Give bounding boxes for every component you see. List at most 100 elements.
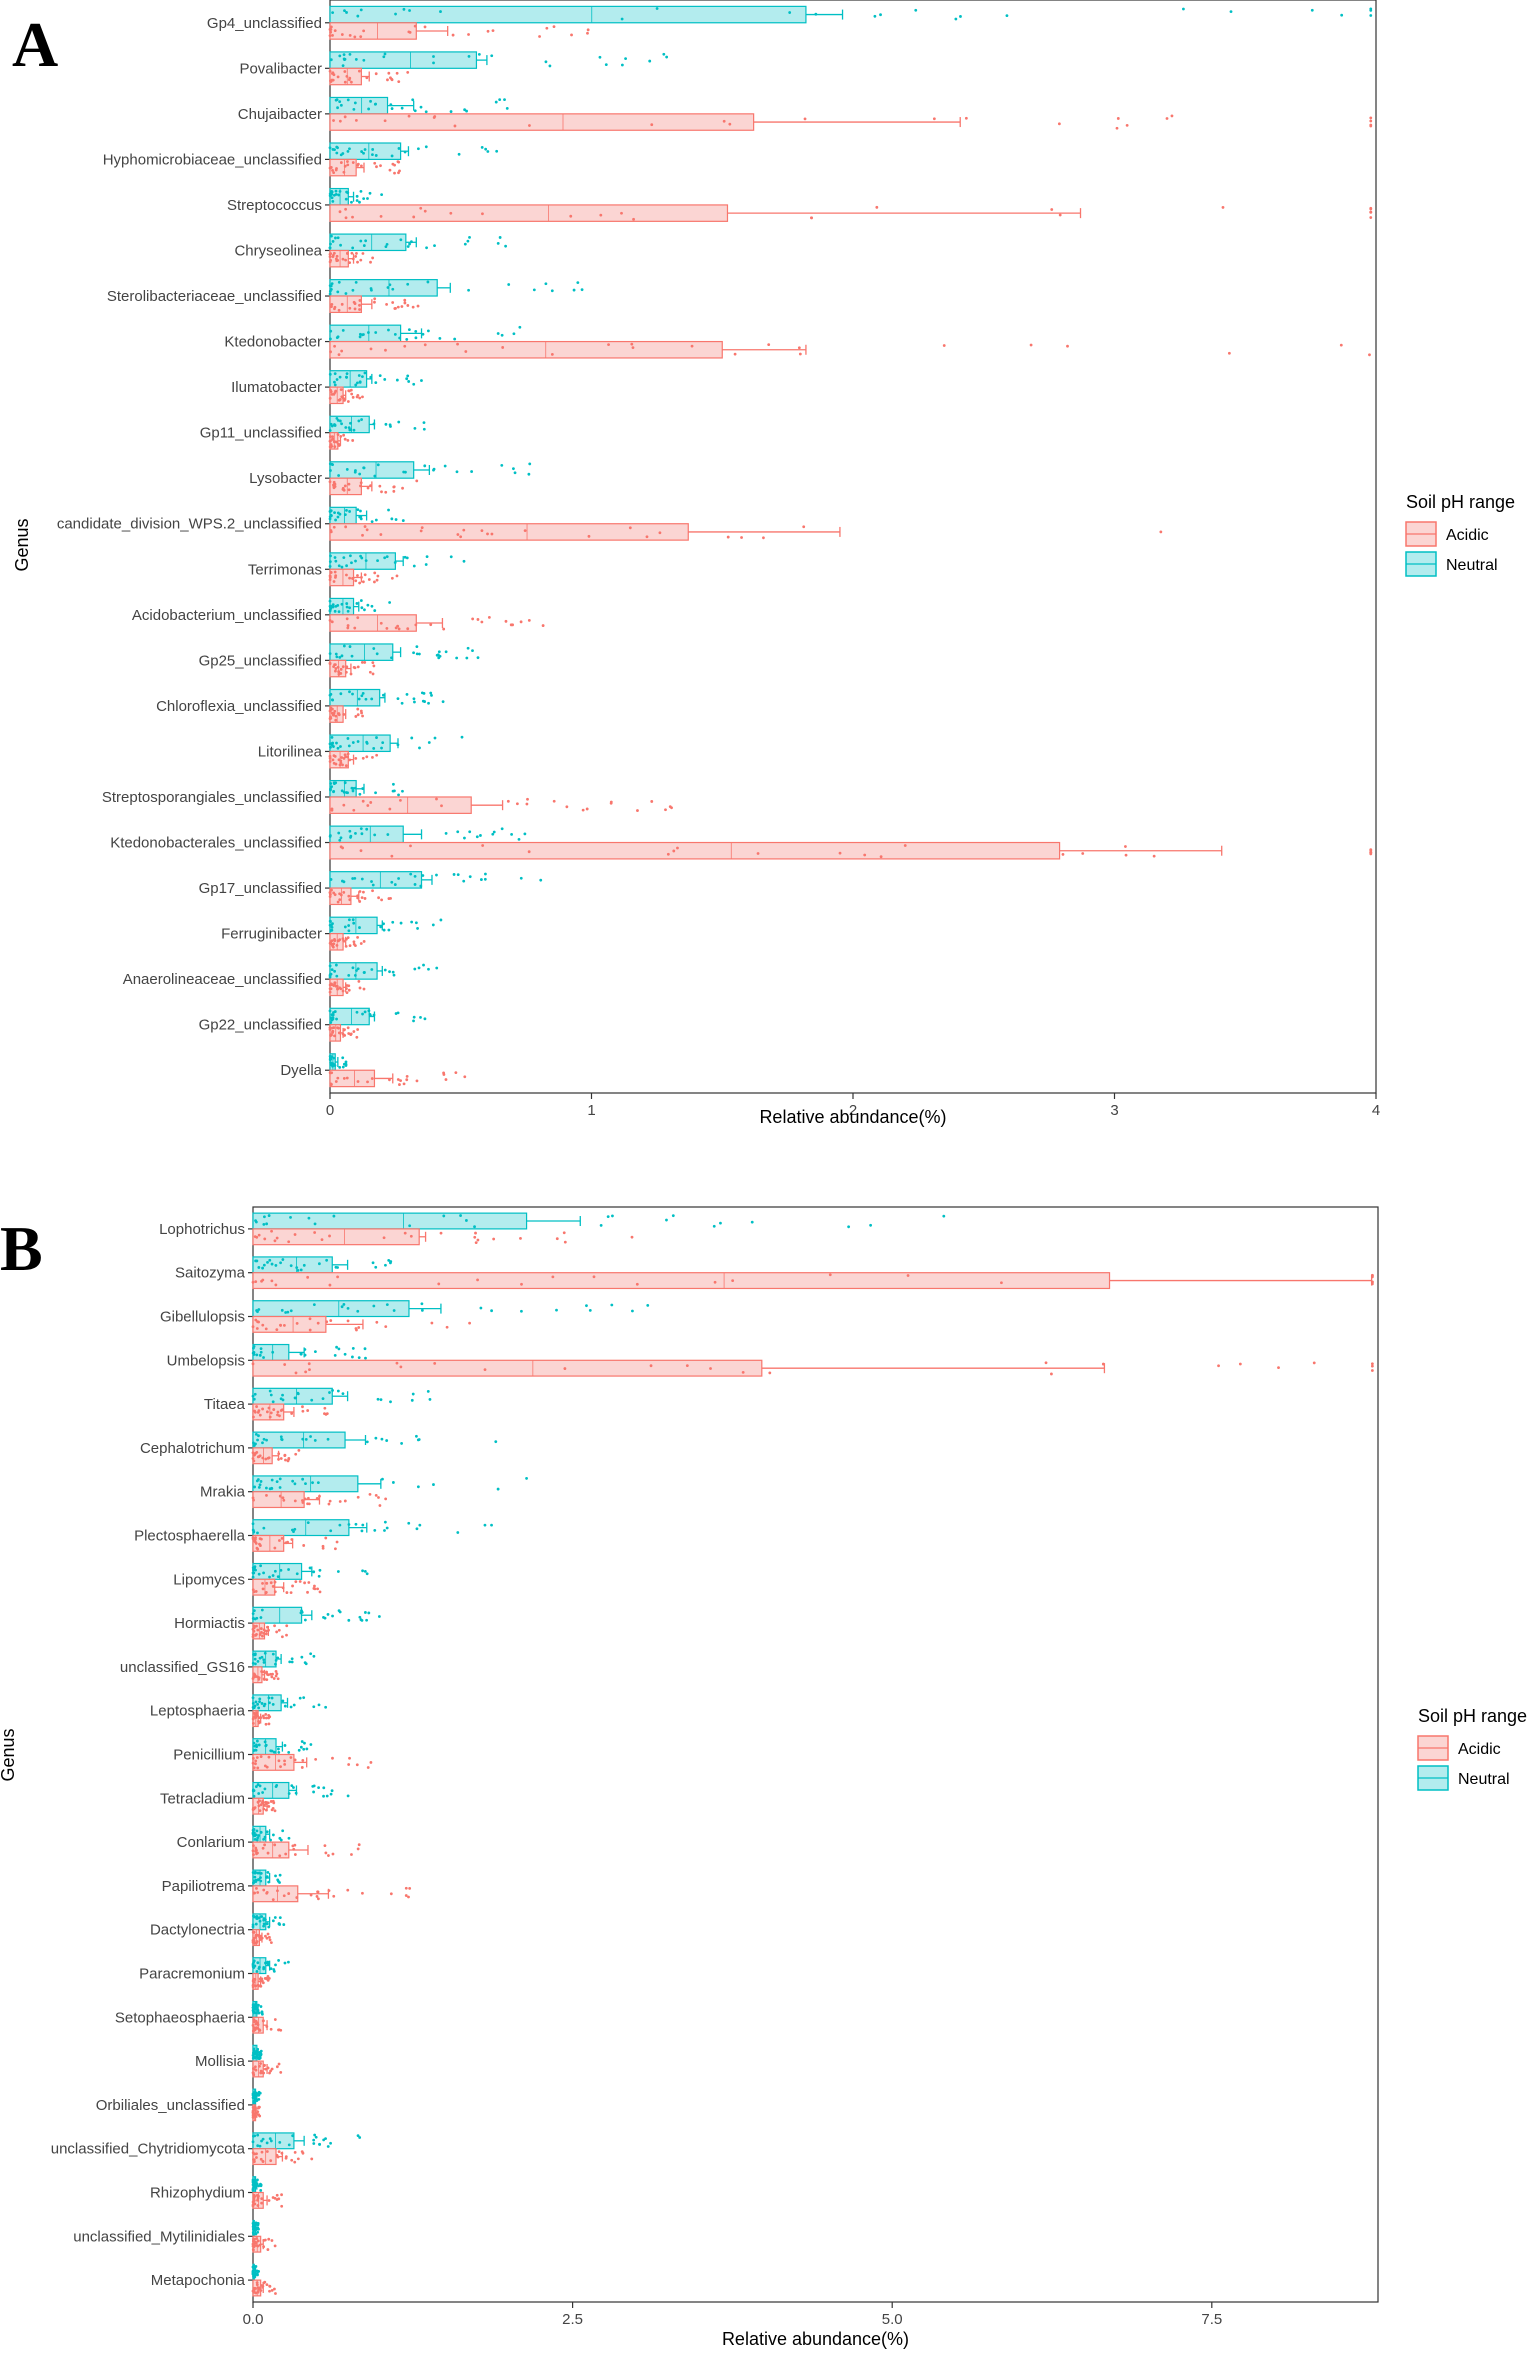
panel-a-acidic-point [328,260,332,264]
panel-a-neutral-point [332,193,336,197]
panel-a-acidic-point [462,528,466,532]
panel-b-neutral-point [267,1214,271,1217]
panel-a-acidic-point [1165,117,1169,120]
panel-a-acidic-point [335,259,339,263]
panel-a-category-label: Chryseolinea [234,242,322,259]
panel-a-acidic-point [645,535,649,539]
panel-b-neutral-point [277,1750,281,1754]
panel-b-acidic-point [259,1938,262,1941]
panel-b-acidic-point [283,1762,287,1766]
panel-a-neutral-point [335,378,339,381]
panel-b-acidic-point [255,2152,258,2156]
panel-b-acidic-point [257,2286,261,2290]
panel-a-acidic-point [1369,216,1373,219]
panel-a-neutral-point [443,464,447,468]
panel-a-category-label: Ilumatobacter [231,379,322,396]
panel-b-acidic-point [274,1670,278,1673]
panel-b-neutral-point [346,1307,350,1310]
panel-a-acidic-point [481,844,485,847]
panel-a-acidic-point [341,846,345,850]
panel-a-neutral-point [453,337,457,341]
panel-b-acidic-point [266,1851,270,1855]
panel-a-neutral-point [341,1056,345,1060]
panel-a-neutral-point [334,604,338,608]
panel-b-acidic-point [332,1894,336,1898]
panel-a-neutral-point [504,244,508,248]
panel-b-acidic-point [252,1415,255,1419]
panel-a-neutral-point [348,690,351,694]
panel-a-neutral-point [435,966,439,970]
panel-b-neutral-point [264,1961,268,1965]
panel-b-neutral-point [251,1575,255,1579]
panel-b-neutral-point [255,1743,258,1747]
panel-b-neutral-point [326,1613,330,1616]
panel-b-neutral-point [391,1481,395,1484]
panel-a-neutral-point [425,246,428,250]
panel-b-acidic-point [279,1765,282,1769]
panel-b-neutral-point [416,1438,420,1442]
panel-b-neutral-point [260,2012,264,2016]
panel-a-acidic-point [333,445,337,449]
panel-a-acidic-point [348,898,352,902]
panel-b-acidic-bar [252,1272,1111,1290]
panel-a-acidic-point [329,706,333,710]
panel-b-neutral-point [381,1477,384,1481]
panel-b-neutral-point [490,1523,493,1527]
panel-b-acidic-point [251,1588,255,1592]
panel-a-acidic-point [356,707,360,711]
panel-b-neutral-point [262,1437,266,1441]
panel-b-neutral-point [251,2186,255,2190]
panel-b-neutral-point [253,2184,257,2187]
panel-a-neutral-point [412,382,416,386]
panel-b-acidic-point [255,1327,259,1330]
panel-a-neutral-point [1369,14,1373,17]
panel-a-neutral-point [331,1017,335,1021]
panel-a-acidic-point [405,1075,409,1078]
panel-a-neutral-point [345,468,349,471]
panel-b-neutral-point [257,1308,261,1311]
panel-b-neutral-point [254,1662,257,1666]
panel-a-acidic-point [362,29,366,33]
panel-a-acidic-point [347,894,351,898]
panel-a-neutral-point [333,969,337,973]
panel-a-category-label: Anaerolineaceae_unclassified [123,971,322,988]
panel-a-neutral-point [354,559,357,563]
panel-a-neutral-point [572,288,576,292]
panel-b-acidic-point [316,1587,320,1591]
panel-b-neutral-point [251,2008,255,2012]
panel-b-y-axis-title: Genus [0,1728,18,1781]
panel-a-neutral-point [359,8,363,12]
panel-b-neutral-point [255,1838,259,1842]
panel-a-acidic-point [351,395,355,399]
panel-b-acidic-point [279,2071,283,2074]
panel-a-acidic-point [328,662,332,666]
panel-b-acidic-point [277,1457,280,1461]
panel-b-neutral-point [253,1617,257,1621]
panel-b-x-tick-label: 0.0 [243,2311,264,2328]
panel-b-acidic-point [265,1891,269,1895]
panel-b-neutral-point [290,1660,294,1664]
panel-b-acidic-point [251,1451,255,1455]
panel-b-neutral-point [265,1438,268,1442]
panel-a-acidic-point [338,898,342,902]
panel-b-acidic-point [270,1808,274,1812]
panel-b-acidic-point [282,1498,286,1502]
panel-a-acidic-point [343,1028,346,1032]
panel-a-neutral-point [468,235,471,239]
panel-b-neutral-point [286,1310,290,1314]
panel-b-neutral-point [256,2047,260,2051]
panel-a-neutral-point [336,511,340,515]
panel-b-acidic-point [260,2201,263,2205]
panel-a-acidic-point [341,763,344,767]
panel-a-neutral-point [420,379,423,382]
panel-a-acidic-point [332,251,336,255]
panel-b-category-label: Conlarium [177,1834,245,1851]
panel-b-acidic-point [357,1843,361,1847]
panel-a-neutral-point [362,58,366,62]
panel-a-neutral-point [329,924,333,927]
panel-a-neutral-point [330,189,334,193]
panel-a-acidic-point [375,753,379,757]
panel-b-acidic-point [328,1234,331,1238]
panel-a-acidic-point [328,891,332,895]
panel-a-neutral-point [345,605,349,609]
